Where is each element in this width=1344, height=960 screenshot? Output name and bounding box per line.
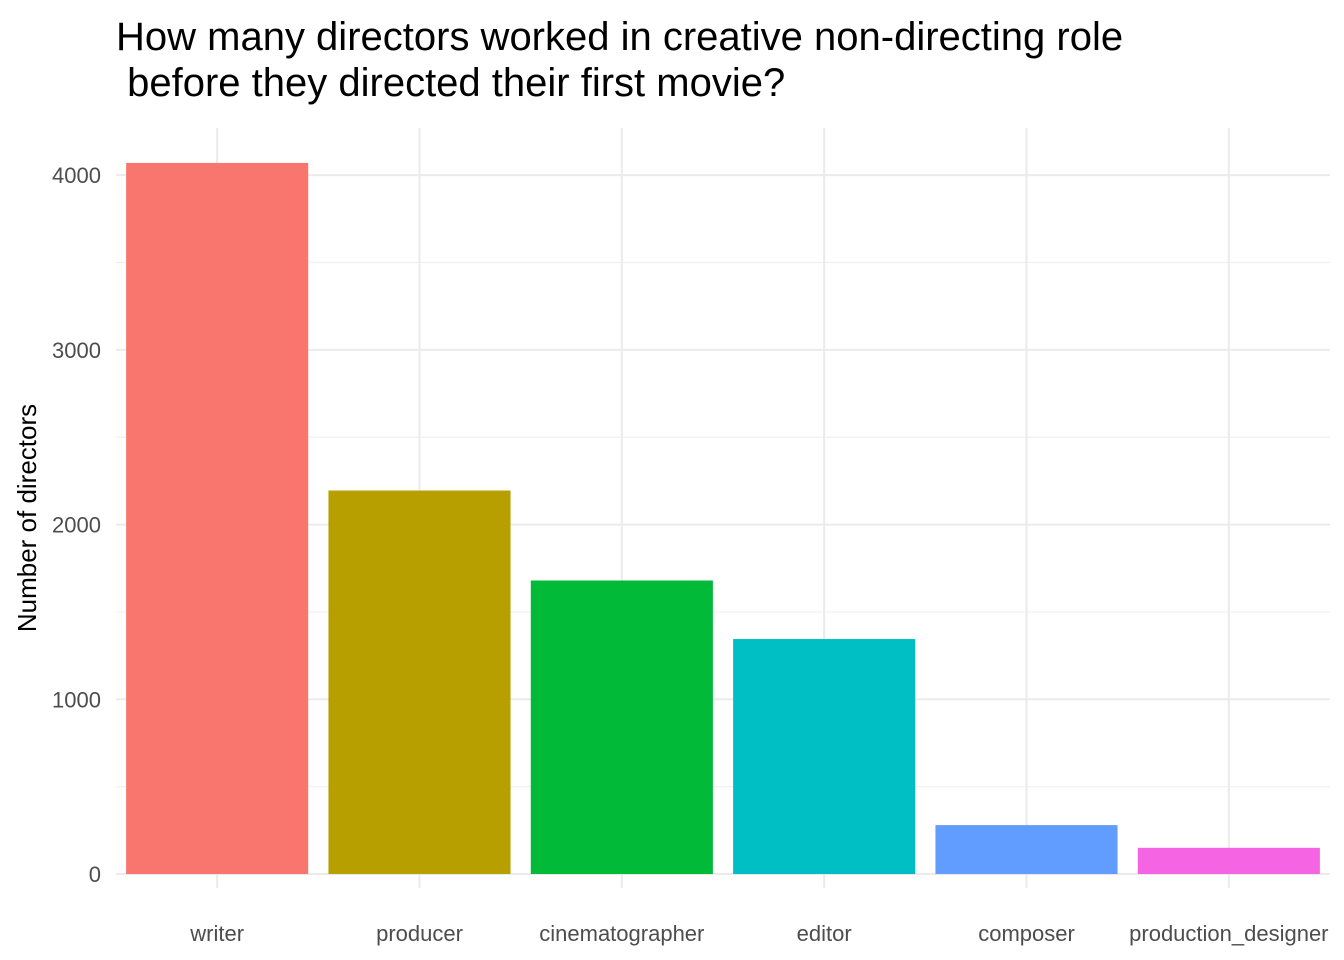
x-tick-label: editor <box>797 921 852 946</box>
x-tick-label: cinematographer <box>539 921 704 946</box>
chart-title-line-1: How many directors worked in creative no… <box>116 15 1124 59</box>
y-tick-label: 0 <box>89 862 101 887</box>
x-tick-label: production_designer <box>1129 921 1328 946</box>
y-axis-title: Number of directors <box>12 404 42 632</box>
bar-composer <box>935 825 1118 875</box>
y-tick-label: 2000 <box>52 513 101 538</box>
y-tick-label: 3000 <box>52 338 101 363</box>
bars <box>126 162 1320 875</box>
y-axis-tick-labels: 0 1000 2000 3000 4000 <box>52 163 101 887</box>
bar-cinematographer <box>530 580 713 875</box>
x-tick-label: writer <box>189 921 244 946</box>
x-tick-label: producer <box>376 921 463 946</box>
y-tick-label: 1000 <box>52 687 101 712</box>
x-axis-tick-labels: writer producer cinematographer editor compo… <box>189 921 1328 946</box>
bar-writer <box>126 162 309 875</box>
chart-title-line-2: before they directed their first movie? <box>116 61 786 105</box>
x-tick-label: composer <box>978 921 1075 946</box>
grid-lines <box>116 128 1330 888</box>
bar-producer <box>328 490 511 875</box>
bar-production_designer <box>1137 847 1320 875</box>
bar-editor <box>733 639 916 875</box>
y-tick-label: 4000 <box>52 163 101 188</box>
chart-title: How many directors worked in creative no… <box>116 14 1123 106</box>
